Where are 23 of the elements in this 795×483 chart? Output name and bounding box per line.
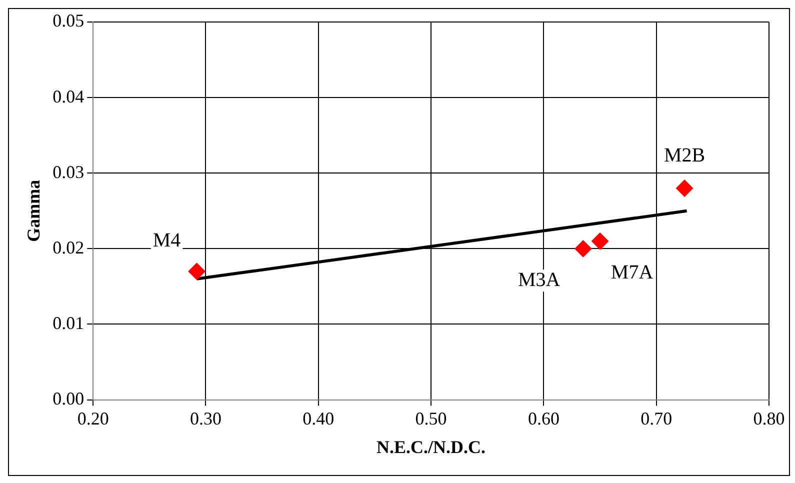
annotation: M4: [152, 230, 181, 252]
x-axis-title: N.E.C./N.D.C.: [376, 436, 486, 457]
point: [574, 240, 592, 258]
x-tick-label: 0.50: [415, 408, 447, 428]
x-tick-label: 0.70: [640, 408, 672, 428]
y-tick-label: 0.04: [52, 86, 84, 106]
y-tick-label: 0.01: [52, 312, 84, 333]
y-tick-label: 0.00: [52, 388, 84, 409]
x-tick-label: 0.60: [528, 408, 560, 428]
annotation: M2B: [664, 144, 706, 166]
x-tick-label: 0.80: [753, 408, 785, 428]
x-tick-label: 0.40: [302, 408, 334, 428]
y-tick-label: 0.03: [52, 162, 84, 182]
y-tick-label: 0.02: [52, 237, 84, 258]
point: [592, 232, 609, 250]
x-tick-label: 0.30: [190, 408, 222, 428]
annotation: M7A: [610, 261, 654, 284]
annotation: M3A: [518, 268, 561, 291]
x-tick-label: 0.20: [77, 408, 109, 428]
point: [188, 262, 206, 280]
y-axis-title: Gamma: [23, 180, 44, 242]
point: [676, 180, 694, 197]
y-tick-label: 0.05: [52, 10, 84, 31]
